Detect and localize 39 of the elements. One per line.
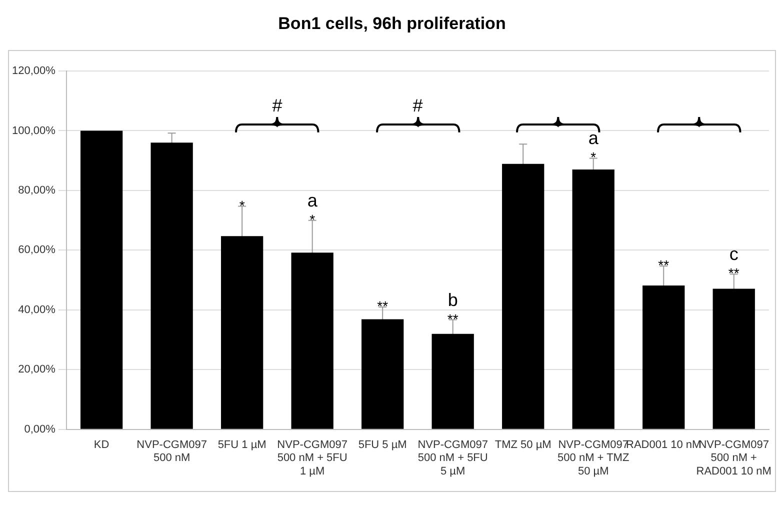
- bar: [642, 285, 685, 429]
- y-tick-label: 40,00%: [18, 304, 56, 316]
- annotation: **: [658, 257, 670, 274]
- bar: [150, 142, 193, 429]
- x-tick-label: KD: [94, 439, 110, 452]
- bar: [572, 170, 614, 429]
- bar: [432, 334, 474, 429]
- bar: [220, 236, 264, 429]
- y-tick-label: 100,00%: [12, 124, 56, 137]
- annotation: #: [272, 96, 282, 116]
- x-tick-label: NVP-CGM097 500 nM + 5FU 1 µM: [277, 439, 348, 478]
- bar: [362, 319, 404, 429]
- annotation: **: [728, 265, 740, 282]
- bar: [80, 130, 123, 429]
- annotation: *: [239, 197, 246, 214]
- x-tick-label: TMZ 50 µM: [494, 439, 552, 452]
- annotation: **: [377, 298, 389, 314]
- chart-title: Bon1 cells, 96h proliferation: [277, 14, 507, 34]
- annotation: b: [448, 290, 458, 310]
- bar: [291, 252, 334, 429]
- annotation: #: [412, 96, 423, 116]
- y-tick-label: 80,00%: [18, 184, 56, 196]
- x-tick-label: 5FU 5 µM: [358, 439, 407, 452]
- y-tick-label: 60,00%: [18, 244, 56, 256]
- annotation: *: [590, 149, 597, 166]
- annotation: a: [307, 190, 318, 210]
- y-tick-label: 0,00%: [24, 423, 56, 436]
- x-tick-label: NVP-CGM097 500 nM + 5FU 5 µM: [418, 439, 488, 478]
- annotation: **: [447, 310, 459, 327]
- annotation: a: [588, 128, 600, 148]
- x-tick-label: NVP-CGM097 500 nM: [136, 439, 207, 464]
- x-tick-label: NVP-CGM097 500 nM + TMZ 50 µM: [558, 439, 630, 478]
- bar: [712, 288, 755, 429]
- annotation: *: [310, 211, 316, 228]
- y-tick-label: 20,00%: [18, 364, 56, 376]
- y-tick-label: 120,00%: [12, 65, 56, 78]
- bar: [502, 164, 544, 429]
- x-tick-label: 5FU 1 µM: [218, 439, 266, 452]
- annotation: c: [729, 244, 738, 264]
